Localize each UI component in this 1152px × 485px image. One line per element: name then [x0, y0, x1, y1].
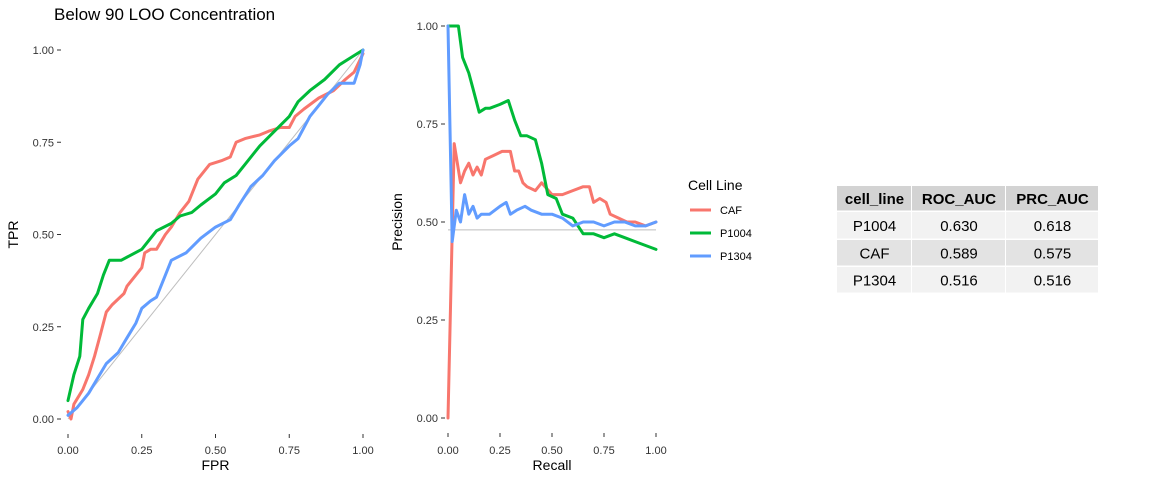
table-cell-bg [1006, 212, 1098, 239]
table-cell: P1004 [853, 218, 896, 235]
legend-label-p1004: P1004 [720, 228, 752, 240]
auc-table: cell_line ROC_AUC PRC_AUC P1004 0.630 0.618 CA… [837, 186, 1098, 293]
roc-y-tick-label: 0.00 [33, 414, 54, 426]
roc-y-tick-label: 0.50 [33, 230, 54, 242]
prc-y-tick-label: 1.00 [417, 21, 438, 33]
table-cell: 0.630 [940, 218, 978, 235]
prc-x-tick-label: 0.25 [489, 445, 510, 457]
table-cell-bg [837, 267, 911, 293]
table-cell-bg [837, 212, 911, 239]
table-cell: P1304 [853, 273, 896, 290]
table-cell-bg [837, 240, 911, 266]
prc-y-axis-title: Precision [389, 193, 405, 251]
table-cell-bg [1006, 267, 1098, 293]
prc-panel: 0.00 0.25 0.50 0.75 1.00 0.00 0.25 0.50 0.75 1.00… [389, 21, 667, 473]
legend-label-p1304: P1304 [720, 251, 752, 263]
roc-series-p1304 [66, 48, 365, 417]
table-cell-bg [912, 267, 1005, 293]
prc-y-tick-label: 0.00 [417, 413, 438, 425]
prc-x-axis-title: Recall [533, 457, 572, 473]
roc-y-tick-label: 0.25 [33, 322, 54, 334]
legend-label-caf: CAF [720, 205, 742, 217]
prc-y-tick-label: 0.50 [417, 217, 438, 229]
legend-title: Cell Line [688, 177, 743, 193]
table-header-cell-bg [1006, 186, 1098, 211]
table-cell: 0.516 [1034, 273, 1072, 290]
roc-x-tick-label: 0.00 [57, 445, 78, 457]
prc-y-tick-label: 0.75 [417, 119, 438, 131]
plot-title: Below 90 LOO Concentration [54, 5, 275, 24]
prc-series-p1004 [446, 24, 658, 251]
roc-x-tick-label: 1.00 [352, 445, 373, 457]
roc-y-tick-label: 0.75 [33, 137, 54, 149]
prc-series-p1304 [446, 24, 658, 244]
table-header: cell_line [845, 191, 904, 208]
roc-panel: 0.00 0.25 0.50 0.75 1.00 0.00 0.25 0.50 0.75 1.00… [5, 45, 374, 473]
prc-y-tick-label: 0.25 [417, 315, 438, 327]
table-cell: CAF [860, 246, 890, 263]
legend: Cell Line CAF P1004 P1304 [688, 177, 752, 263]
roc-x-axis-title: FPR [202, 457, 230, 473]
prc-x-tick-label: 0.00 [437, 445, 458, 457]
table-cell: 0.618 [1034, 218, 1072, 235]
table-cell: 0.516 [940, 273, 978, 290]
table-cell: 0.575 [1034, 246, 1072, 263]
table-cell: 0.589 [940, 246, 978, 263]
table-cell-bg [912, 240, 1005, 266]
table-header-cell-bg [837, 186, 911, 211]
roc-series-p1004 [66, 48, 365, 403]
table-cell-bg [1006, 240, 1098, 266]
table-header: ROC_AUC [922, 191, 996, 208]
table-cell-bg [912, 212, 1005, 239]
roc-y-axis-title: TPR [5, 221, 21, 249]
prc-series-caf [446, 142, 658, 420]
table-header: PRC_AUC [1016, 191, 1089, 208]
table-header-cell-bg [912, 186, 1005, 211]
roc-x-tick-label: 0.75 [279, 445, 300, 457]
prc-x-tick-label: 0.50 [541, 445, 562, 457]
roc-x-tick-label: 0.50 [205, 445, 226, 457]
prc-x-tick-label: 0.75 [593, 445, 614, 457]
roc-x-tick-label: 0.25 [131, 445, 152, 457]
roc-y-tick-label: 1.00 [33, 45, 54, 57]
roc-series-caf [66, 52, 365, 421]
prc-x-tick-label: 1.00 [645, 445, 666, 457]
